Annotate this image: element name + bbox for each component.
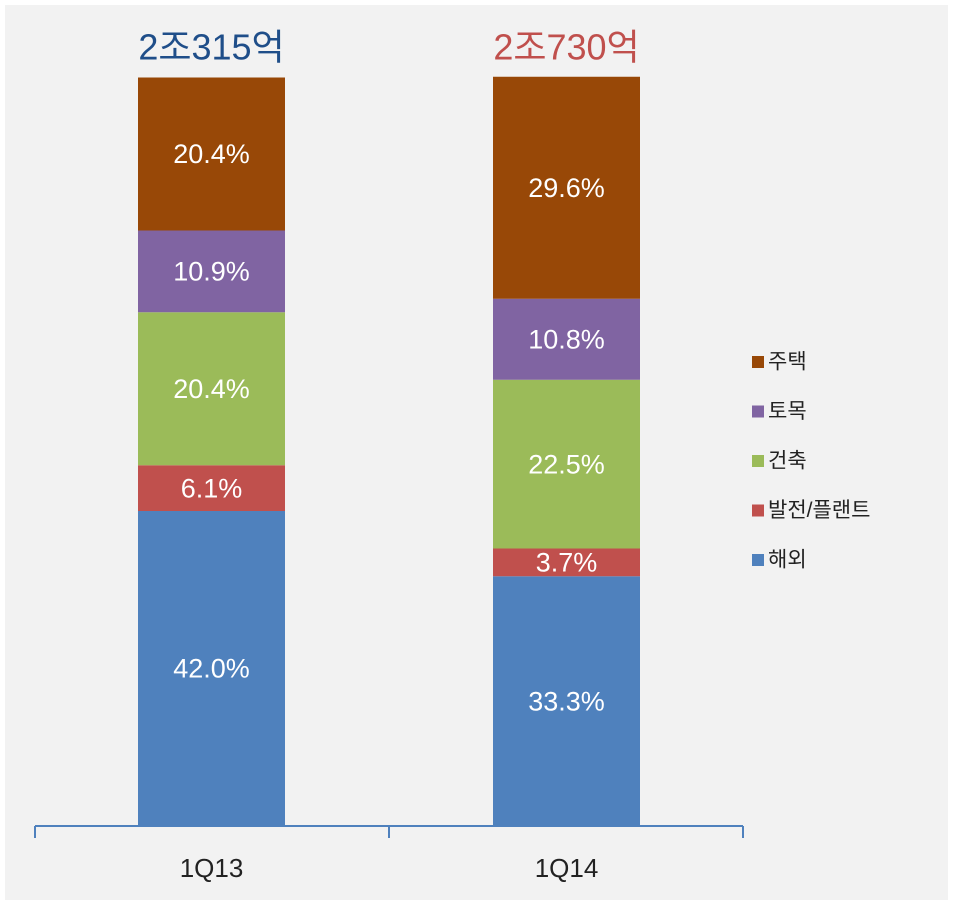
- bar-segment: [493, 76, 640, 299]
- legend-swatch: [752, 455, 764, 467]
- annotation: 2조730억: [493, 27, 639, 68]
- legend-swatch: [752, 405, 764, 418]
- legend-label: 해외: [768, 549, 807, 572]
- data-label: 29.6%: [528, 173, 605, 203]
- bar-segment: [138, 465, 285, 511]
- legend-label: 토목: [768, 400, 807, 423]
- data-label: 22.5%: [528, 449, 605, 479]
- legend-label: 주택: [768, 351, 807, 374]
- bar-segment: [493, 298, 640, 380]
- bar-segment: [138, 511, 285, 826]
- x-tick-label: 1Q13: [180, 853, 244, 883]
- legend-label: 발전/플랜트: [768, 499, 870, 522]
- legend-swatch: [752, 504, 764, 517]
- bar-segment: [493, 379, 640, 549]
- data-label: 20.4%: [173, 374, 250, 404]
- legend-swatch: [752, 356, 764, 368]
- data-label: 10.9%: [173, 257, 250, 287]
- bar-segment: [138, 230, 285, 313]
- data-label: 3.7%: [536, 548, 598, 578]
- bar-segment: [138, 77, 285, 231]
- bar-segment: [493, 548, 640, 577]
- bar-segment: [138, 312, 285, 466]
- data-label: 33.3%: [528, 686, 605, 716]
- data-label: 6.1%: [181, 473, 243, 503]
- annotation: 2조315억: [138, 27, 284, 68]
- data-label: 20.4%: [173, 139, 250, 169]
- legend-label: 건축: [768, 450, 807, 473]
- data-label: 10.8%: [528, 324, 605, 354]
- legend-swatch: [752, 554, 764, 566]
- bar-segment: [493, 576, 640, 826]
- x-tick-label: 1Q14: [535, 853, 599, 883]
- data-label: 42.0%: [173, 654, 250, 684]
